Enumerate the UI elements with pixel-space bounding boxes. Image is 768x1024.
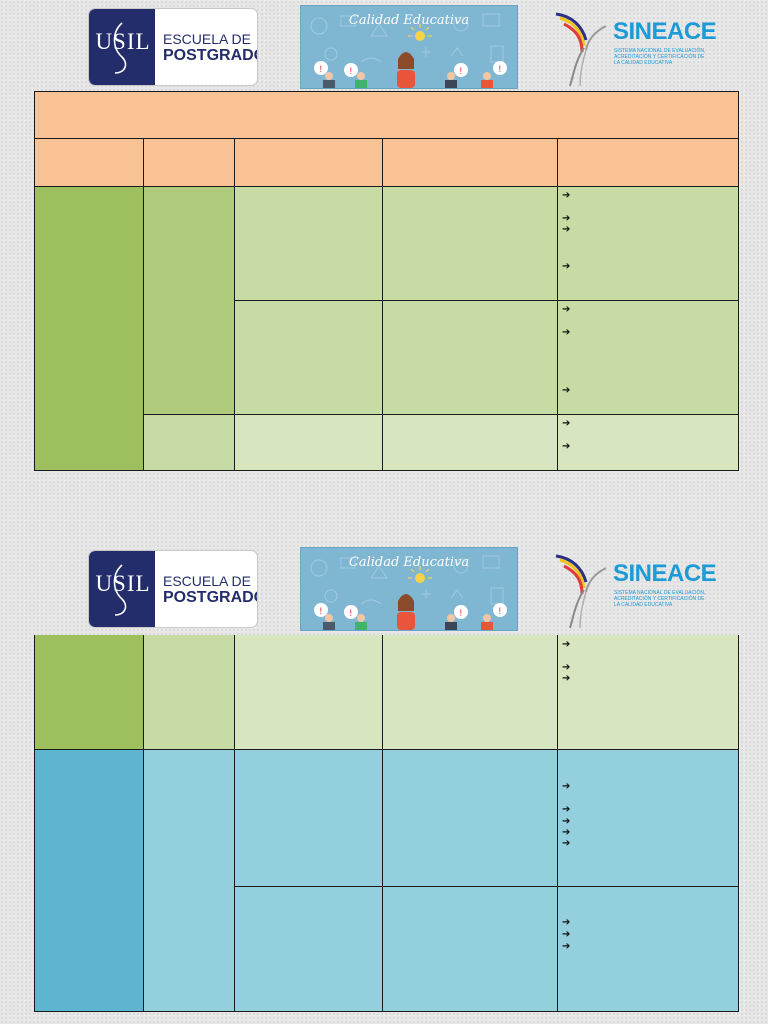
bullet-arrow-icon: ➔ bbox=[562, 418, 571, 429]
header-cell-5 bbox=[557, 138, 739, 187]
svg-text:!: ! bbox=[459, 67, 463, 77]
usil-mark: USIL bbox=[89, 9, 155, 85]
svg-text:!: ! bbox=[349, 67, 353, 77]
table-title-row bbox=[34, 91, 739, 139]
people-illustration-icon: ! ! ! ! bbox=[314, 24, 507, 88]
standard-cell bbox=[234, 414, 383, 471]
quality-table-top bbox=[34, 91, 739, 471]
usil-mark: USIL bbox=[89, 551, 155, 627]
svg-text:!: ! bbox=[459, 609, 463, 619]
bullet-arrow-icon: ➔ bbox=[562, 441, 571, 452]
bullet-arrow-icon: ➔ bbox=[562, 673, 571, 684]
usil-logo: USIL ESCUELA DE POSTGRADO bbox=[88, 8, 258, 86]
svg-text:!: ! bbox=[498, 607, 502, 617]
dimension-cell bbox=[34, 186, 144, 471]
evidence-cell bbox=[557, 635, 739, 750]
sineace-bird-icon bbox=[555, 554, 607, 629]
criteria-cell bbox=[382, 635, 558, 750]
svg-text:!: ! bbox=[498, 65, 502, 75]
education-doodles-icon bbox=[310, 13, 504, 63]
header-cell-3 bbox=[234, 138, 383, 187]
bullet-arrow-icon: ➔ bbox=[562, 224, 571, 235]
usil-swirl-icon bbox=[113, 22, 127, 74]
sineace-logo: SINEACE SISTEMA NACIONAL DE EVALUACIÓN, … bbox=[550, 8, 717, 88]
bullet-arrow-icon: ➔ bbox=[562, 385, 571, 396]
evidence-cell bbox=[557, 414, 739, 471]
calidad-title: Calidad Educativa bbox=[348, 555, 470, 570]
evidence-cell bbox=[557, 186, 739, 301]
criteria-cell bbox=[382, 300, 558, 415]
bullet-arrow-icon: ➔ bbox=[562, 781, 571, 792]
standard-cell bbox=[234, 635, 383, 750]
bullet-arrow-icon: ➔ bbox=[562, 190, 571, 201]
usil-mark-text: USIL bbox=[95, 571, 151, 596]
bullet-arrow-icon: ➔ bbox=[562, 929, 571, 940]
criteria-cell bbox=[382, 886, 558, 1012]
svg-text:!: ! bbox=[349, 609, 353, 619]
svg-text:!: ! bbox=[319, 65, 323, 75]
bullet-arrow-icon: ➔ bbox=[562, 816, 571, 827]
sineace-subtitle: SISTEMA NACIONAL DE EVALUACIÓN, ACREDITA… bbox=[614, 590, 706, 608]
sineace-name: SINEACE bbox=[613, 18, 717, 45]
criteria-cell bbox=[382, 414, 558, 471]
usil-swirl-icon bbox=[113, 564, 127, 616]
evidence-bullets: ➔ ➔ ➔ ➔ ➔ ➔ ➔ ➔ ➔ ➔ ➔ bbox=[562, 542, 576, 1024]
criteria-cell bbox=[382, 749, 558, 887]
usil-postgrado-text: POSTGRADO bbox=[163, 589, 258, 606]
header-cell-1 bbox=[34, 138, 144, 187]
header-cell-2 bbox=[143, 138, 235, 187]
header-cell-4 bbox=[382, 138, 558, 187]
usil-school-text: ESCUELA DE bbox=[163, 31, 251, 47]
bullet-arrow-icon: ➔ bbox=[562, 662, 571, 673]
usil-mark-text: USIL bbox=[95, 29, 151, 54]
factor-cell bbox=[143, 414, 235, 471]
svg-text:!: ! bbox=[319, 607, 323, 617]
quality-table-bottom bbox=[34, 635, 739, 1012]
evidence-cell bbox=[557, 300, 739, 415]
sineace-subtitle: SISTEMA NACIONAL DE EVALUACIÓN, ACREDITA… bbox=[614, 48, 706, 66]
dimension-cell bbox=[34, 749, 144, 1012]
people-illustration-icon: ! ! ! ! bbox=[314, 566, 507, 630]
standard-cell bbox=[234, 749, 383, 887]
calidad-title: Calidad Educativa bbox=[348, 13, 470, 28]
bullet-arrow-icon: ➔ bbox=[562, 804, 571, 815]
dimension-cell bbox=[34, 635, 144, 750]
calidad-educativa-banner: Calidad Educativa ! ! ! ! bbox=[300, 547, 518, 631]
sineace-logo: SINEACE SISTEMA NACIONAL DE EVALUACIÓN, … bbox=[550, 550, 717, 630]
slide-1: USIL ESCUELA DE POSTGRADO Calidad Educat… bbox=[0, 0, 768, 490]
bullet-arrow-icon: ➔ bbox=[562, 213, 571, 224]
factor-cell bbox=[143, 635, 235, 750]
sineace-name: SINEACE bbox=[613, 560, 717, 587]
usil-postgrado-text: POSTGRADO bbox=[163, 47, 258, 64]
criteria-cell bbox=[382, 186, 558, 301]
standard-cell bbox=[234, 300, 383, 415]
slide-2: USIL ESCUELA DE POSTGRADO Calidad Educat… bbox=[0, 542, 768, 1024]
standard-cell bbox=[234, 186, 383, 301]
bullet-arrow-icon: ➔ bbox=[562, 838, 571, 849]
bullet-arrow-icon: ➔ bbox=[562, 327, 571, 338]
evidence-bullets: ➔ ➔ ➔ ➔ ➔ ➔ ➔ ➔ ➔ bbox=[562, 0, 576, 490]
sineace-bird-icon bbox=[555, 12, 607, 87]
usil-school-text: ESCUELA DE bbox=[163, 573, 251, 589]
bullet-arrow-icon: ➔ bbox=[562, 304, 571, 315]
bullet-arrow-icon: ➔ bbox=[562, 827, 571, 838]
evidence-cell bbox=[557, 749, 739, 887]
calidad-educativa-banner: Calidad Educativa ! ! ! ! bbox=[300, 5, 518, 89]
slide-header: USIL ESCUELA DE POSTGRADO Calidad Educat… bbox=[0, 542, 768, 632]
bullet-arrow-icon: ➔ bbox=[562, 639, 571, 650]
usil-logo: USIL ESCUELA DE POSTGRADO bbox=[88, 550, 258, 628]
bullet-arrow-icon: ➔ bbox=[562, 917, 571, 928]
factor-cell bbox=[143, 186, 235, 415]
slide-header: USIL ESCUELA DE POSTGRADO Calidad Educat… bbox=[0, 0, 768, 90]
factor-cell bbox=[143, 749, 235, 1012]
bullet-arrow-icon: ➔ bbox=[562, 941, 571, 952]
evidence-cell bbox=[557, 886, 739, 1012]
bullet-arrow-icon: ➔ bbox=[562, 261, 571, 272]
standard-cell bbox=[234, 886, 383, 1012]
